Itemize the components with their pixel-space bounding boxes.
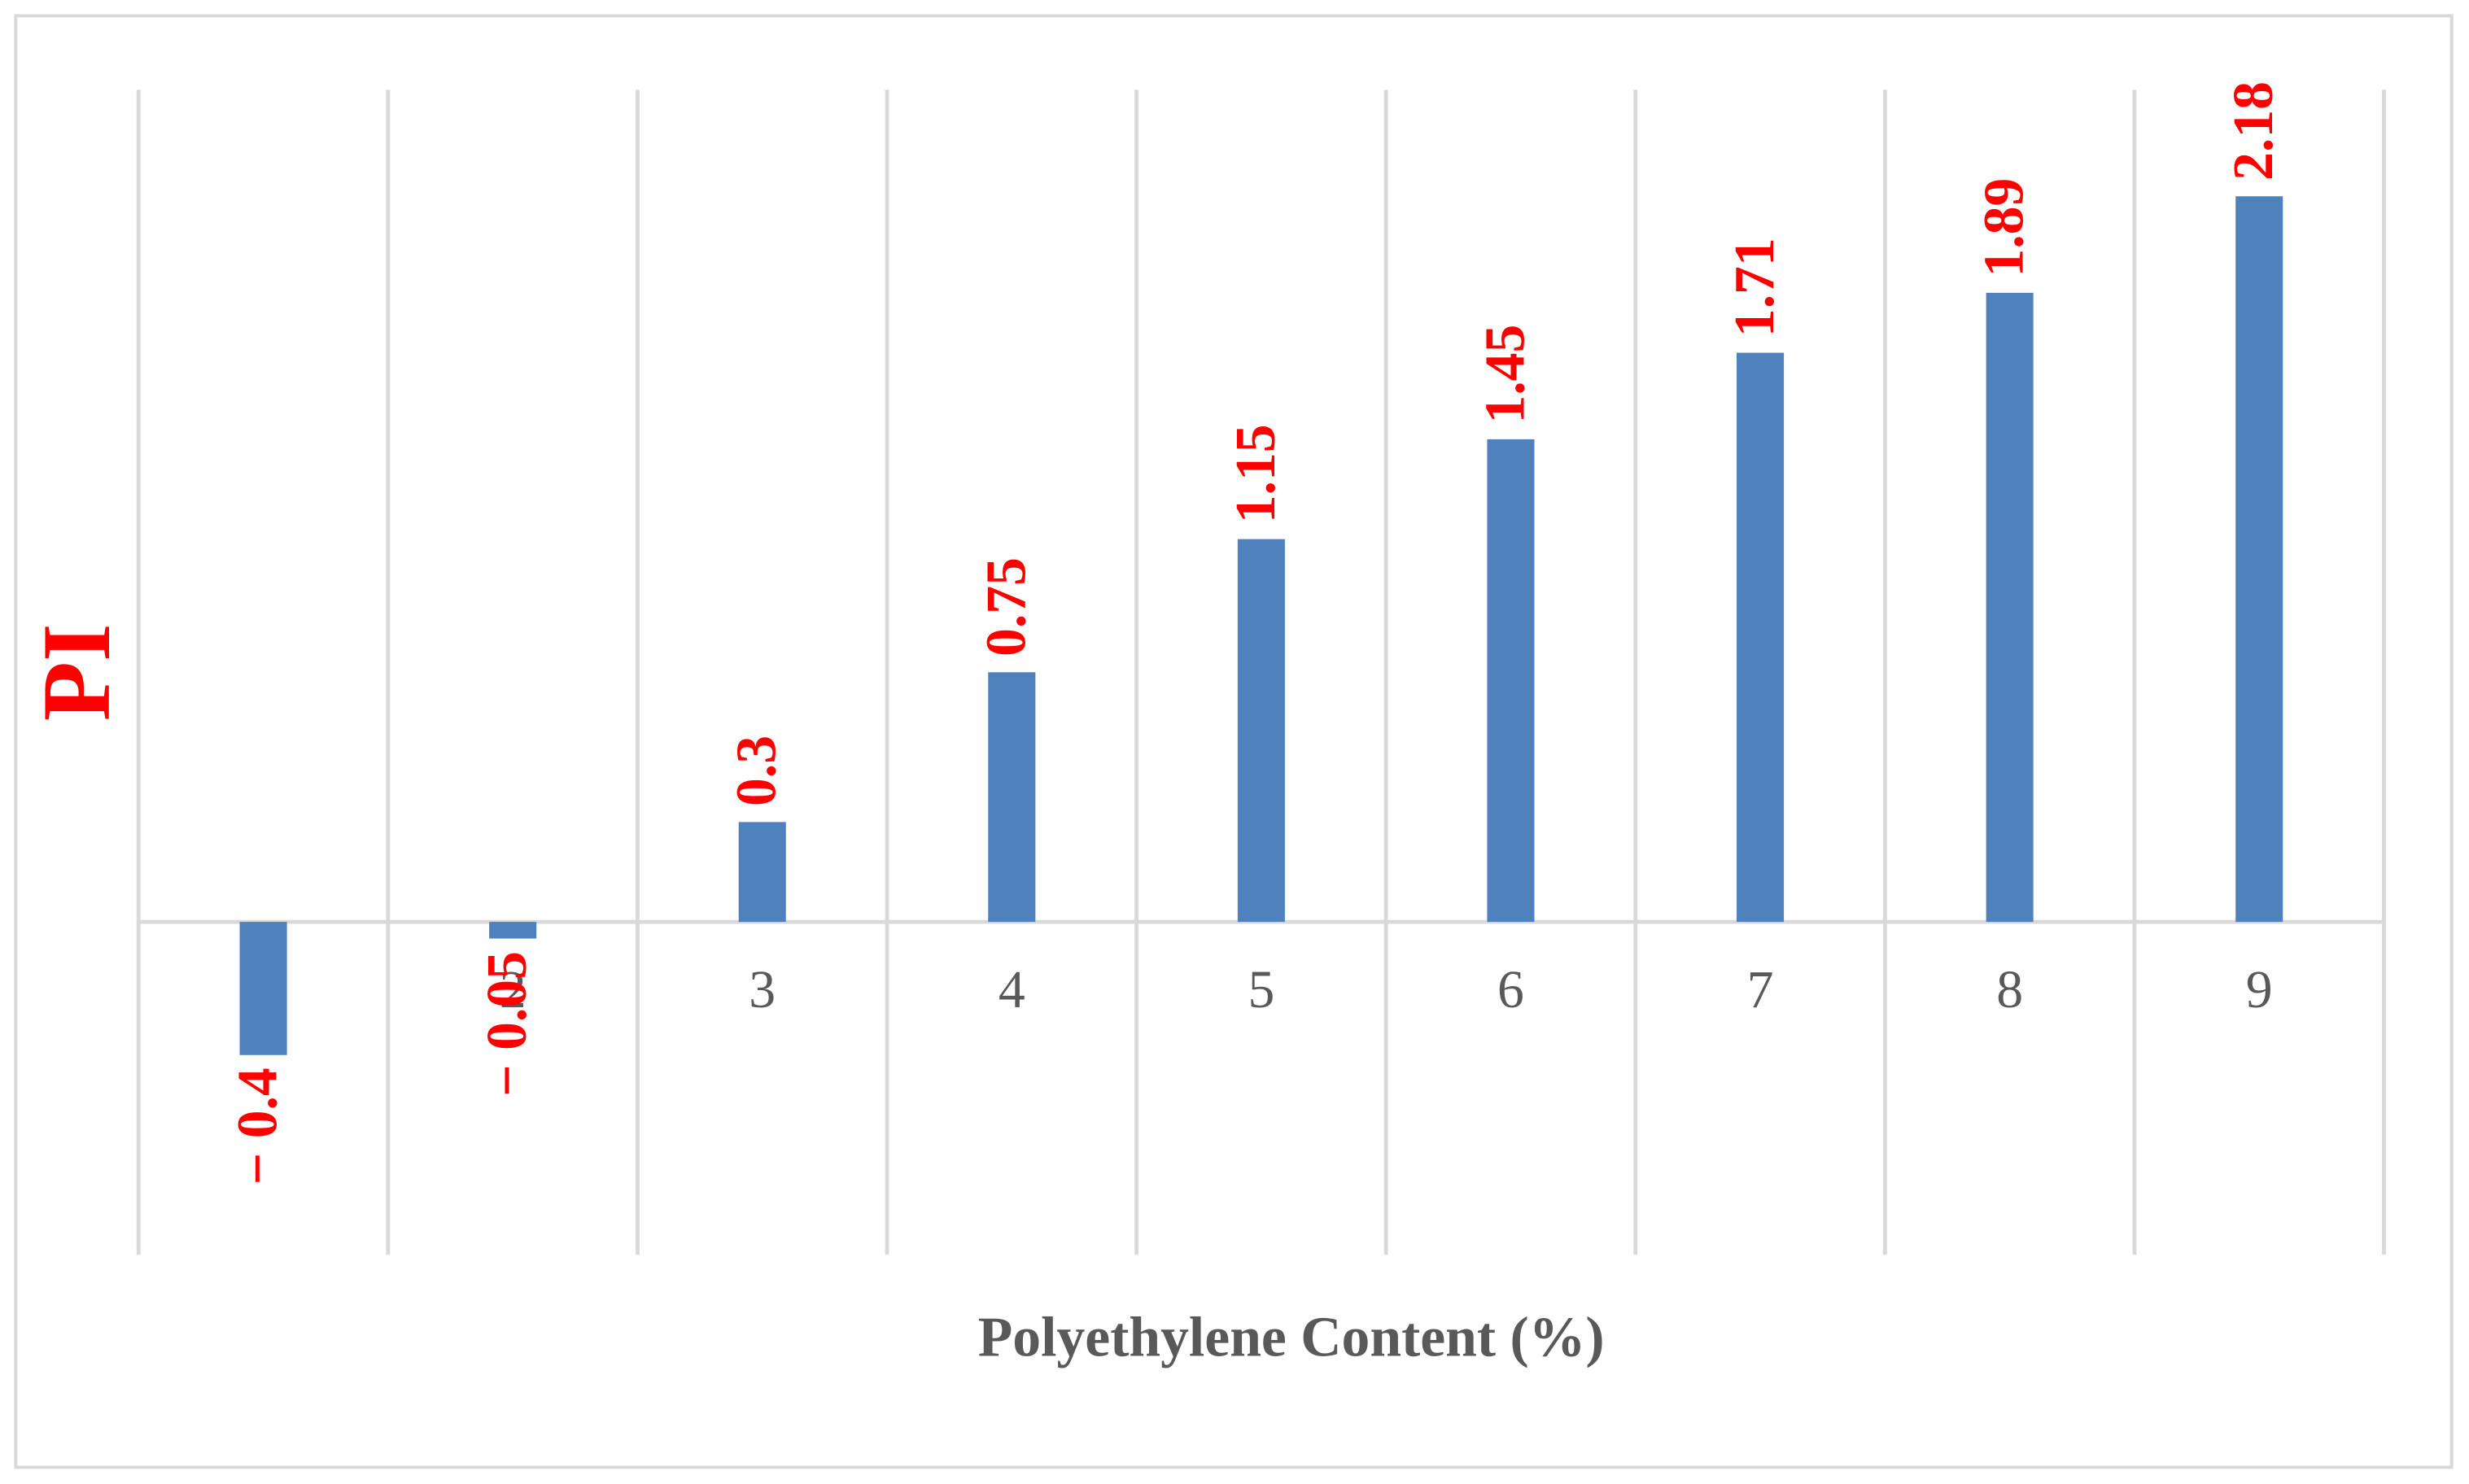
data-label: 1.45 — [1474, 325, 1536, 424]
data-label: 1.71 — [1724, 238, 1786, 337]
bar — [1986, 292, 2034, 923]
x-tick-label: 8 — [1996, 960, 2023, 1019]
x-tick-label: 7 — [1747, 960, 1774, 1019]
bar — [1487, 439, 1535, 923]
data-label: 0.75 — [975, 557, 1038, 657]
x-tick-label: 9 — [2246, 960, 2273, 1019]
bar — [1737, 352, 1785, 923]
data-label: 1.89 — [1973, 178, 2036, 277]
x-axis-title: Polyethylene Content (%) — [978, 1307, 1605, 1369]
x-tick-label: 6 — [1497, 960, 1524, 1019]
y-axis-title: PI — [22, 623, 130, 721]
bar — [738, 822, 786, 923]
x-tick-label: 2 — [500, 960, 527, 1019]
bar — [239, 922, 287, 1055]
x-tick-label: 3 — [749, 960, 776, 1019]
bar — [988, 672, 1036, 923]
data-label: 2.18 — [2222, 81, 2285, 181]
x-tick-label: 5 — [1248, 960, 1274, 1019]
bar — [1237, 539, 1285, 923]
bar — [489, 922, 537, 939]
data-label: 0.3 — [726, 735, 789, 806]
data-label: − 0.05 — [476, 951, 539, 1097]
data-label: − 0.4 — [227, 1067, 290, 1185]
bar — [2235, 196, 2283, 923]
chart-border — [14, 14, 2454, 1469]
data-label: 1.15 — [1225, 424, 1287, 523]
x-tick-label: 4 — [999, 960, 1025, 1019]
